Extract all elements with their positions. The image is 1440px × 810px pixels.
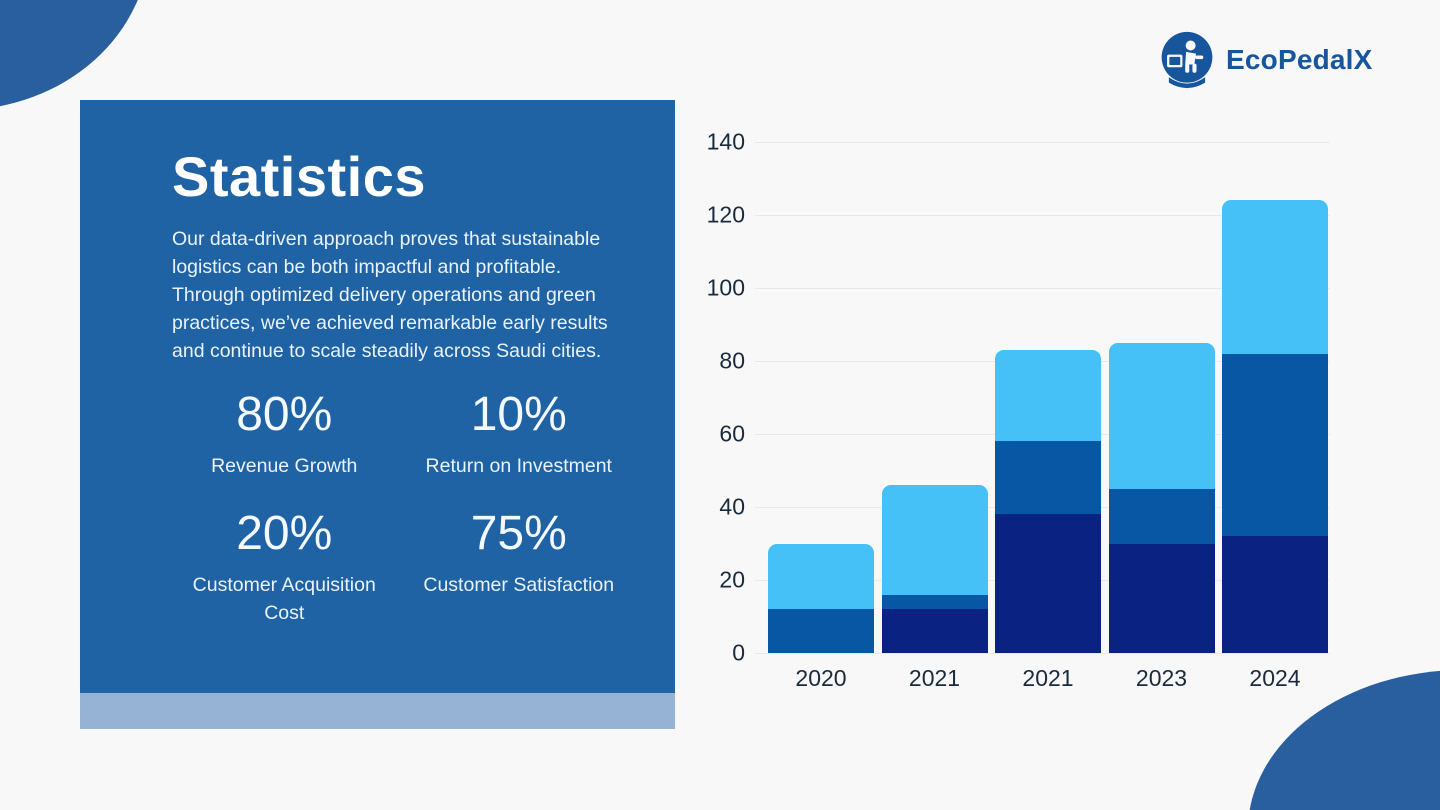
panel-title: Statistics <box>172 145 426 208</box>
stat-value: 80% <box>236 388 333 441</box>
x-axis-label-1: 2021 <box>908 665 961 691</box>
y-axis-tick-label: 40 <box>719 493 745 520</box>
y-axis-tick-label: 100 <box>706 274 745 301</box>
gridline-y-0 <box>755 653 1330 654</box>
bar-2021-2 <box>995 350 1101 653</box>
y-axis-tick-label: 60 <box>719 420 745 447</box>
y-axis-tick-label: 120 <box>706 201 745 228</box>
panel-description: Our data-driven approach proves that sus… <box>172 228 608 362</box>
bar-2023-3 <box>1108 342 1215 653</box>
panel-accent-strip <box>80 693 675 729</box>
statistics-panel: Statistics Our data-driven approach prov… <box>80 100 675 693</box>
logo-text: EcoPedalX <box>1226 44 1373 75</box>
segment-light <box>881 485 988 595</box>
top-left-corner-decoration <box>0 0 150 110</box>
gridline-y-140 <box>755 142 1330 143</box>
segment-medium <box>881 594 988 610</box>
gridline-y-120 <box>755 215 1330 216</box>
stat-return-on-investment: 10% Return on Investment <box>407 387 632 480</box>
segment-navy <box>881 609 988 653</box>
stat-customer-acquisition-cost: 20% Customer Acquisition Cost <box>172 506 397 627</box>
stat-value: 75% <box>470 507 567 561</box>
stacked-bar-chart: 0 20 40 60 80 100 120 140 2020 2021 2021 2023 2024 <box>707 129 1330 691</box>
segment-light <box>1222 200 1328 354</box>
stat-value: 10% <box>470 388 567 441</box>
segment-navy <box>995 514 1101 653</box>
y-axis-tick-label: 20 <box>719 566 745 593</box>
segment-medium <box>1108 488 1215 544</box>
stat-label: Customer Satisfaction <box>423 574 615 597</box>
x-axis-label-2: 2021 <box>1022 665 1074 691</box>
x-axis-label-3: 2023 <box>1135 665 1188 691</box>
y-axis-tick-label: 140 <box>706 128 745 155</box>
stat-revenue-growth: 80% Revenue Growth <box>172 387 397 480</box>
y-axis-tick-label: 0 <box>732 639 745 666</box>
stat-label: Revenue Growth <box>211 455 358 478</box>
x-axis-label-4: 2024 <box>1249 665 1301 691</box>
segment-medium <box>768 609 874 653</box>
delivery-rider-icon <box>1158 30 1216 90</box>
segment-light <box>1108 342 1215 489</box>
gridline-y-100 <box>755 288 1330 289</box>
stat-customer-satisfaction: 75% Customer Satisfaction <box>407 506 632 627</box>
stat-label: Customer Acquisition Cost <box>192 574 376 625</box>
segment-light <box>768 543 874 610</box>
bar-2024-4 <box>1222 200 1328 653</box>
bar-2020-0 <box>768 543 874 653</box>
y-axis-tick-label: 80 <box>719 347 745 374</box>
segment-navy <box>1222 536 1328 653</box>
stat-label: Return on Investment <box>425 455 612 478</box>
bar-2021-1 <box>881 485 988 653</box>
segment-medium <box>1222 353 1328 537</box>
stat-value: 20% <box>236 507 333 561</box>
segment-medium <box>995 441 1101 515</box>
segment-navy <box>1108 543 1215 653</box>
x-axis-label-0: 2020 <box>795 665 847 691</box>
logo: EcoPedalX <box>1158 30 1373 90</box>
segment-light <box>995 350 1101 442</box>
stats-grid: 80% Revenue Growth 10% Return on Investm… <box>172 387 631 627</box>
